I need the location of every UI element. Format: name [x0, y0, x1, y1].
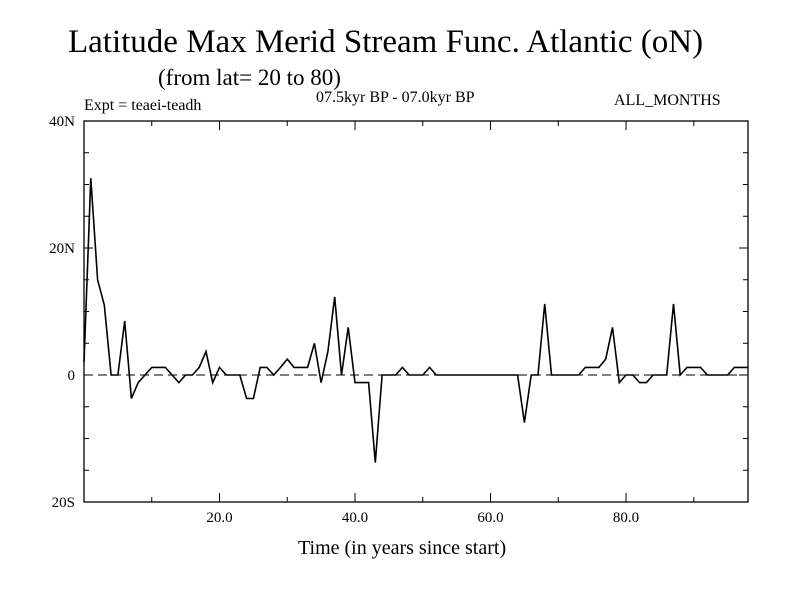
y-tick-label: 20N — [49, 241, 75, 257]
x-tick-label: 60.0 — [477, 510, 503, 526]
series-layer — [83, 178, 748, 463]
period-label: 07.5kyr BP - 07.0kyr BP — [316, 89, 475, 106]
x-tick-label: 80.0 — [613, 510, 639, 526]
ticks-layer — [84, 121, 748, 502]
x-tick-label: 40.0 — [342, 510, 368, 526]
series-line — [83, 178, 748, 463]
months-label: ALL_MONTHS — [614, 92, 721, 109]
experiment-label: Expt = teaei-teadh — [84, 97, 202, 114]
y-tick-label: 0 — [68, 368, 76, 384]
y-tick-label: 20S — [52, 495, 75, 511]
chart-title: Latitude Max Merid Stream Func. Atlantic… — [68, 24, 704, 60]
tick-labels-layer: 20.0 40.0 60.0 80.0 20S 0 20N 40N — [49, 114, 639, 526]
chart-subtitle: (from lat= 20 to 80) — [158, 65, 341, 90]
x-tick-label: 20.0 — [206, 510, 232, 526]
y-tick-label: 40N — [49, 114, 75, 130]
plot-frame — [83, 120, 749, 503]
x-axis-label: Time (in years since start) — [298, 537, 507, 559]
